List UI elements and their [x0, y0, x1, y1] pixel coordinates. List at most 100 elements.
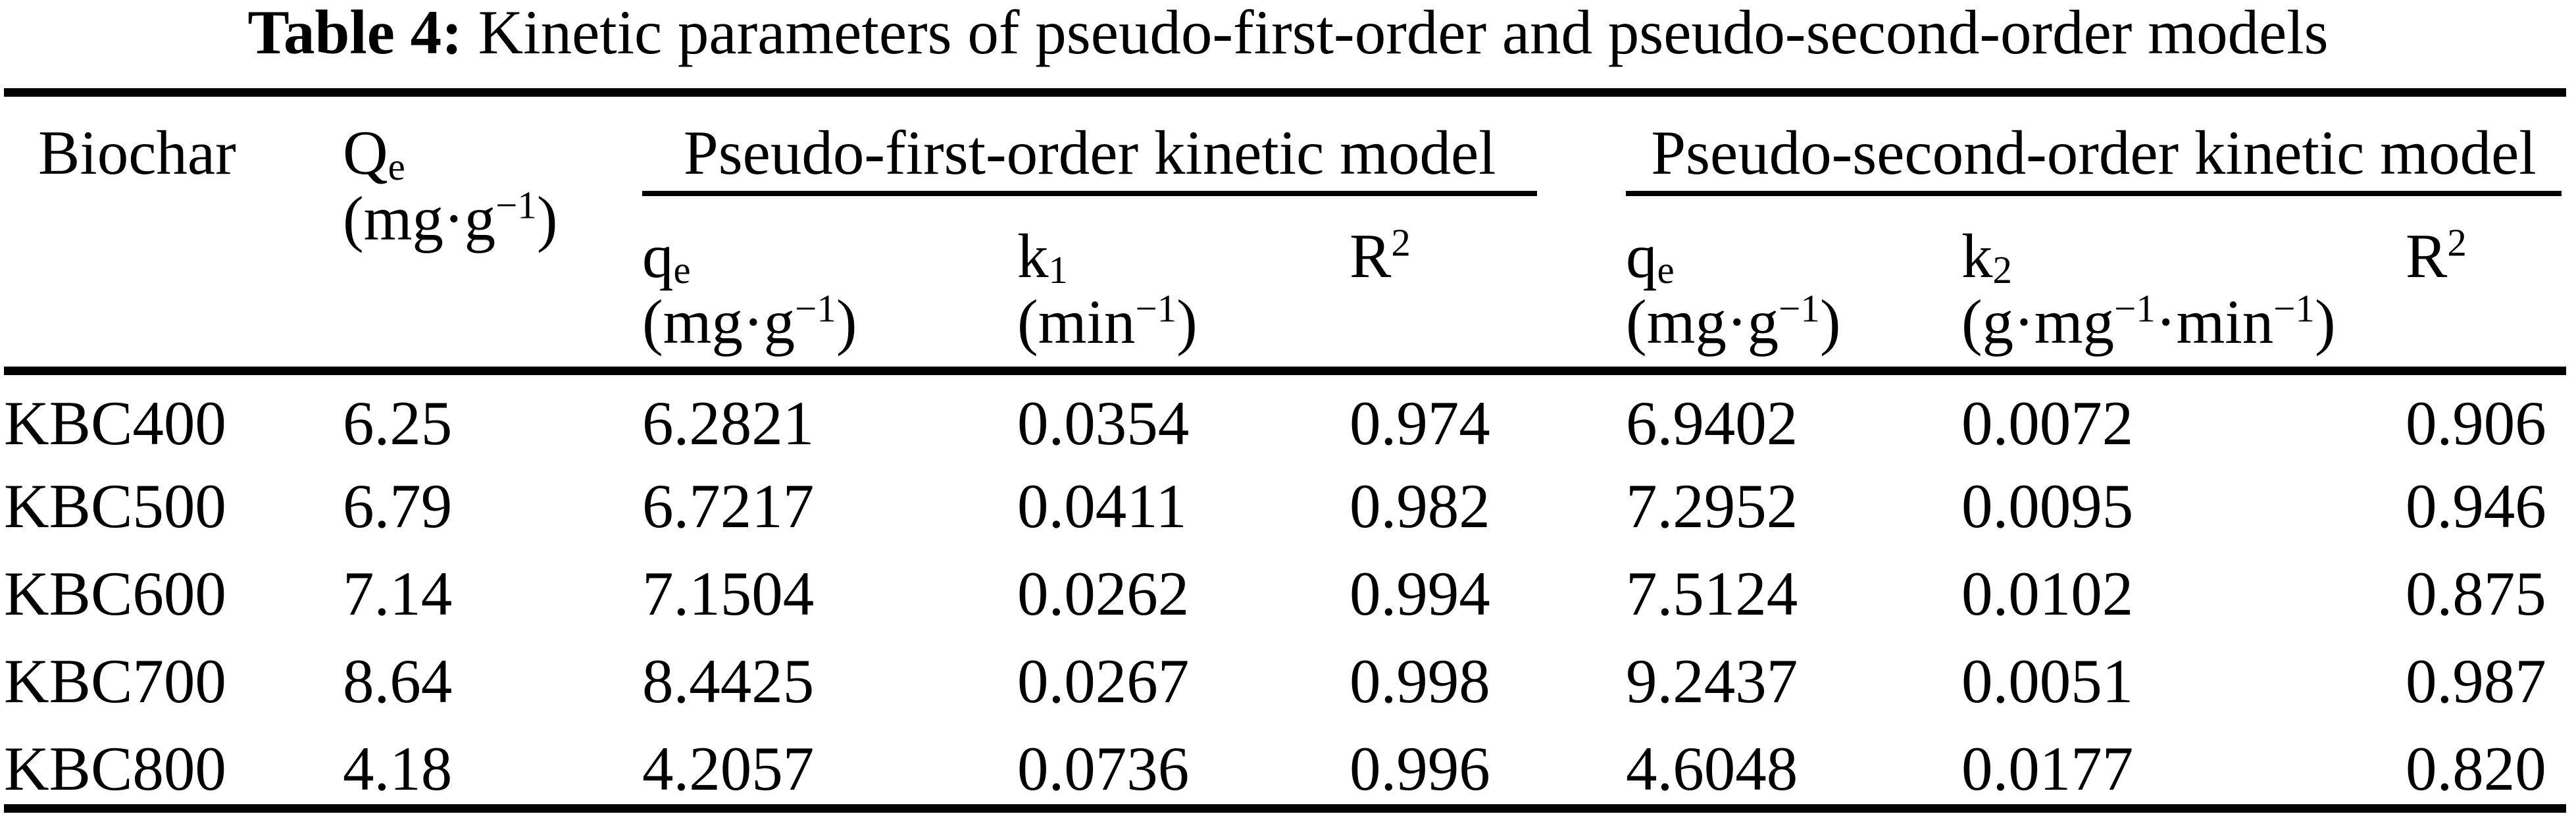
pfo-r2-superscript: 2 — [1391, 221, 1411, 265]
cell-pso-qe: 6.9402 — [1626, 366, 1961, 458]
pfo-qe-unit-exp: −1 — [795, 287, 836, 330]
table-caption: Table 4: Kinetic parameters of pseudo-fi… — [0, 0, 2576, 66]
row-label: KBC500 — [4, 471, 226, 541]
cell-pso-r2: 0.820 — [2406, 734, 2546, 804]
pso-k2-base: k — [1961, 221, 1993, 291]
cell-pso-k2: 0.0072 — [1961, 366, 2406, 458]
cell-pfo-k1: 0.0736 — [1017, 734, 1190, 804]
cell-pso-k2: 0.0095 — [1961, 471, 2134, 541]
col-header-qe-capacity: Qe (mg·g−1) — [343, 93, 642, 371]
cell-pfo-qe: 8.4425 — [642, 646, 815, 716]
cell-pfo-r2: 0.998 — [1350, 646, 1490, 716]
row-label: KBC400 — [4, 366, 343, 458]
cell-pfo-k1: 0.0354 — [1017, 366, 1350, 458]
cell-pso-qe: 7.2952 — [1626, 471, 1798, 541]
pso-k2-unit-exp2: −1 — [2273, 287, 2315, 330]
pfo-qe-unit: (mg·g−1) — [642, 287, 1017, 363]
cell-pfo-k1: 0.0262 — [1017, 559, 1190, 628]
qe-unit-open: (mg·g — [343, 184, 496, 253]
pso-group-title: Pseudo-second-order kinetic model — [1626, 122, 2562, 196]
group-header-pso: Pseudo-second-order kinetic model — [1626, 93, 2566, 196]
pfo-qe-base: q — [642, 221, 674, 291]
cell-pfo-r2: 0.974 — [1350, 366, 1626, 458]
cell-pfo-qe: 6.7217 — [642, 471, 815, 541]
col-header-pso-qe: qe (mg·g−1) — [1626, 196, 1961, 371]
pso-k2-unit-open: (g·mg — [1961, 287, 2115, 357]
pfo-k1-unit-open: (min — [1017, 287, 1136, 357]
cell-qe-exp: 6.79 — [343, 471, 453, 541]
pso-r2-base: R — [2406, 221, 2448, 291]
pso-qe-unit: (mg·g−1) — [1626, 287, 1961, 363]
cell-pso-k2: 0.0051 — [1961, 646, 2134, 716]
biochar-label: Biochar — [38, 118, 236, 188]
pfo-r2-symbol: R2 — [1350, 221, 1626, 291]
pfo-k1-unit: (min−1) — [1017, 287, 1350, 363]
table-row: KBC400 6.25 6.2821 0.0354 0.974 6.9402 0… — [4, 366, 2566, 458]
col-header-pso-r2: R2 — [2406, 196, 2566, 371]
cell-pso-qe: 4.6048 — [1626, 734, 1798, 804]
pso-qe-unit-open: (mg·g — [1626, 287, 1779, 357]
pso-qe-base: q — [1626, 221, 1657, 291]
pso-r2-superscript: 2 — [2447, 221, 2467, 265]
pso-k2-unit: (g·mg−1·min−1) — [1961, 287, 2406, 363]
cell-pfo-qe: 6.2821 — [642, 366, 1017, 458]
pfo-qe-unit-open: (mg·g — [642, 287, 796, 357]
pfo-k1-symbol: k1 — [1017, 225, 1350, 291]
qe-capacity-unit: (mg·g−1) — [343, 186, 642, 260]
qe-base: Q — [343, 118, 388, 188]
table-row: KBC600 7.14 7.1504 0.0262 0.994 7.5124 0… — [4, 546, 2566, 633]
table-row: KBC500 6.79 6.7217 0.0411 0.982 7.2952 0… — [4, 458, 2566, 546]
pso-k2-unit-close: ) — [2314, 287, 2336, 357]
qe-capacity-symbol: Qe — [343, 122, 642, 188]
pso-k2-subscript: 2 — [1992, 248, 2012, 292]
group-header-pfo: Pseudo-first-order kinetic model — [642, 93, 1626, 196]
cell-pso-r2: 0.946 — [2406, 471, 2546, 541]
qe-subscript: e — [388, 145, 405, 188]
pfo-k1-unit-exp: −1 — [1135, 287, 1177, 330]
row-label: KBC800 — [4, 734, 226, 804]
cell-pfo-r2: 0.994 — [1350, 559, 1490, 628]
pfo-k1-subscript: 1 — [1048, 248, 1068, 292]
cell-pso-qe: 7.5124 — [1626, 559, 1798, 628]
col-header-pfo-qe: qe (mg·g−1) — [642, 196, 1017, 371]
cell-pso-k2: 0.0177 — [1961, 734, 2134, 804]
cell-pso-r2: 0.906 — [2406, 366, 2566, 458]
caption-text: Kinetic parameters of pseudo-first-order… — [462, 0, 2329, 67]
kinetics-table: Biochar Qe (mg·g−1) Pseudo-first-order k… — [4, 88, 2566, 813]
cell-qe-exp: 7.14 — [343, 559, 453, 628]
pso-qe-unit-exp: −1 — [1779, 287, 1820, 330]
pso-r2-symbol: R2 — [2406, 221, 2566, 291]
cell-qe-exp: 6.25 — [343, 366, 642, 458]
cell-pfo-k1: 0.0411 — [1017, 471, 1187, 541]
cell-pso-k2: 0.0102 — [1961, 559, 2134, 628]
pso-qe-unit-close: ) — [1819, 287, 1841, 357]
table-row: KBC700 8.64 8.4425 0.0267 0.998 9.2437 0… — [4, 633, 2566, 721]
cell-pfo-qe: 4.2057 — [642, 734, 815, 804]
col-header-pso-k2: k2 (g·mg−1·min−1) — [1961, 196, 2406, 371]
pfo-group-title: Pseudo-first-order kinetic model — [642, 122, 1538, 196]
pfo-k1-unit-close: ) — [1176, 287, 1198, 357]
pso-k2-unit-mid: ·min — [2155, 287, 2274, 357]
pfo-qe-unit-close: ) — [836, 287, 857, 357]
pfo-qe-subscript: e — [673, 248, 691, 292]
pfo-r2-base: R — [1350, 221, 1392, 291]
col-header-pfo-k1: k1 (min−1) — [1017, 196, 1350, 371]
cell-pso-qe: 9.2437 — [1626, 646, 1798, 716]
cell-pso-r2: 0.875 — [2406, 559, 2546, 628]
pso-k2-unit-exp1: −1 — [2114, 287, 2156, 330]
cell-pfo-r2: 0.982 — [1350, 471, 1490, 541]
pfo-k1-base: k — [1017, 221, 1049, 291]
table-row: KBC800 4.18 4.2057 0.0736 0.996 4.6048 0… — [4, 721, 2566, 808]
col-header-biochar: Biochar — [4, 93, 343, 371]
cell-pfo-k1: 0.0267 — [1017, 646, 1190, 716]
pso-qe-symbol: qe — [1626, 225, 1961, 291]
col-header-pfo-r2: R2 — [1350, 196, 1626, 371]
pso-k2-symbol: k2 — [1961, 225, 2406, 291]
pfo-qe-symbol: qe — [642, 225, 1017, 291]
cell-pfo-r2: 0.996 — [1350, 734, 1490, 804]
row-label: KBC600 — [4, 559, 226, 628]
qe-unit-close: ) — [536, 184, 558, 253]
qe-unit-exp: −1 — [495, 184, 537, 227]
pso-qe-subscript: e — [1657, 248, 1675, 292]
